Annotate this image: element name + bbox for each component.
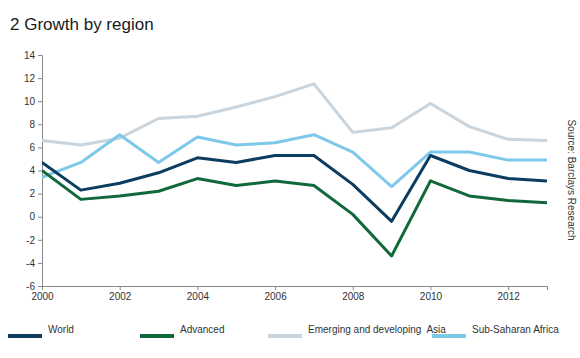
legend-swatch <box>140 334 174 338</box>
y-tick: -2 <box>26 235 42 246</box>
y-tick-label: 12 <box>24 73 36 84</box>
y-tick: 8 <box>29 119 42 130</box>
y-tick: 4 <box>29 165 42 176</box>
x-tick-label: 2000 <box>31 291 54 302</box>
legend: World Advanced Emerging and developing Asi… <box>8 324 559 336</box>
y-tick-label: 14 <box>24 50 36 61</box>
y-tick-mark <box>38 286 42 287</box>
x-tick-label: 2004 <box>187 291 210 302</box>
y-tick-mark <box>38 217 42 218</box>
y-tick: 14 <box>24 50 42 61</box>
title: 2 Growth by region <box>10 15 154 34</box>
y-tick-label: -6 <box>26 281 35 292</box>
y-tick-mark <box>38 78 42 79</box>
x-axis-line <box>43 287 548 291</box>
y-tick-mark <box>38 55 42 56</box>
y-tick: 6 <box>29 142 42 153</box>
y-tick: -6 <box>26 281 42 292</box>
series-line <box>42 155 547 221</box>
y-tick-mark <box>38 147 42 148</box>
x-tick-mark <box>430 286 431 290</box>
x-tick-label: 2002 <box>109 291 132 302</box>
x-tick: 2000 <box>31 286 54 302</box>
x-tick-label: 2008 <box>342 291 365 302</box>
legend-label: World <box>48 324 74 335</box>
legend-swatch <box>268 334 302 338</box>
y-tick-label: 2 <box>29 188 35 199</box>
y-tick: 12 <box>24 73 42 84</box>
y-tick-mark <box>38 124 42 125</box>
y-tick-label: 4 <box>29 165 35 176</box>
x-tick: 2008 <box>342 286 365 302</box>
y-tick-mark <box>38 171 42 172</box>
x-tick-label: 2012 <box>498 291 521 302</box>
chart: 2 Growth by region-6-4-20246810121420002… <box>0 0 580 358</box>
series-line <box>42 135 547 187</box>
y-tick-label: -4 <box>26 258 35 269</box>
x-tick: 2002 <box>109 286 132 302</box>
x-tick-mark <box>508 286 509 290</box>
y-tick-label: 10 <box>24 96 36 107</box>
plot-area <box>42 84 547 256</box>
x-tick-label: 2010 <box>420 291 443 302</box>
legend-swatch <box>432 334 466 338</box>
x-tick-mark <box>120 286 121 290</box>
y-tick: -4 <box>26 258 42 269</box>
y-tick: 10 <box>24 96 42 107</box>
x-tick: 2004 <box>187 286 210 302</box>
y-tick-label: -2 <box>26 235 35 246</box>
x-tick: 2006 <box>264 286 287 302</box>
x-tick-label: 2006 <box>264 291 287 302</box>
y-tick-label: 6 <box>29 142 35 153</box>
x-tick: 2010 <box>420 286 443 302</box>
x-tick-mark <box>42 286 43 290</box>
y-axis-line <box>38 56 43 287</box>
y-axis: -6 -4 -2 0 2 4 6 8 10 12 14 <box>24 50 43 292</box>
y-tick: 2 <box>29 188 42 199</box>
legend-label: Sub-Saharan Africa <box>472 324 559 335</box>
annotation: Source: Barclays Research <box>566 119 577 240</box>
legend-label: Emerging and developing Asia <box>308 324 446 335</box>
x-tick: 2012 <box>498 286 521 302</box>
y-tick-mark <box>38 101 42 102</box>
y-tick-mark <box>38 263 42 264</box>
x-tick-mark <box>197 286 198 290</box>
y-tick: 0 <box>29 211 42 222</box>
y-tick-mark <box>38 194 42 195</box>
y-tick-mark <box>38 240 42 241</box>
y-tick-label: 0 <box>29 211 35 222</box>
x-tick-mark <box>353 286 354 290</box>
legend-swatch <box>8 334 42 338</box>
x-tick-mark <box>275 286 276 290</box>
legend-label: Advanced <box>180 324 224 335</box>
y-tick-label: 8 <box>29 119 35 130</box>
x-axis: 2000 2002 2004 2006 2008 2010 2012 <box>31 286 547 302</box>
